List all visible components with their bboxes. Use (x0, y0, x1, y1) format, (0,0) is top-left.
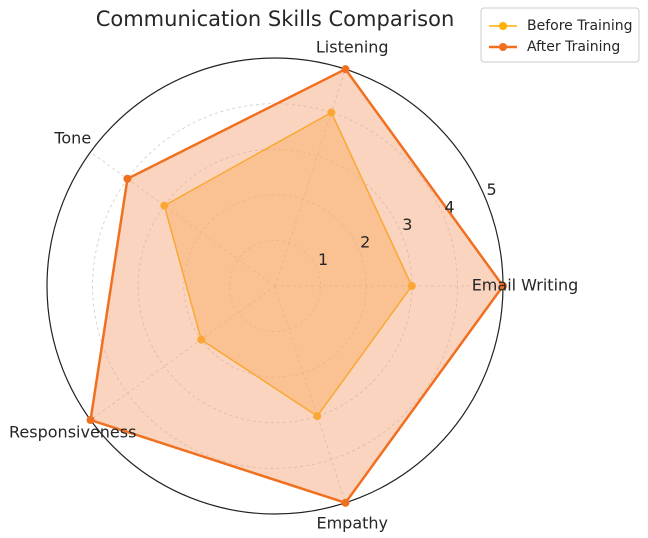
r-tick-label: 1 (318, 250, 328, 269)
r-tick-label: 3 (402, 215, 412, 234)
category-label: Responsiveness (9, 422, 136, 441)
spoke (274, 285, 346, 503)
point (197, 335, 206, 344)
series-area (90, 69, 503, 503)
r-tick-label: 2 (360, 233, 370, 252)
r-tick-label: 5 (487, 180, 497, 199)
legend: Before Training After Training (480, 7, 640, 63)
point (407, 282, 416, 290)
point (313, 412, 322, 421)
legend-label: Before Training (527, 18, 632, 34)
series-line (89, 67, 505, 505)
category-label: Listening (316, 38, 389, 57)
point (86, 416, 95, 425)
series-area (164, 112, 412, 417)
chart-title: Communication Skills Comparison (96, 7, 455, 31)
point (341, 498, 350, 507)
category-label: Email Writing (472, 276, 579, 295)
grid-circle (228, 239, 321, 332)
point (327, 108, 336, 117)
spoke (274, 69, 346, 287)
spoke (90, 285, 276, 421)
category-label: Empathy (316, 513, 388, 532)
point (123, 174, 132, 183)
legend-frame (480, 7, 640, 63)
series-line (163, 111, 413, 418)
r-tick-label: 4 (444, 198, 454, 217)
spoke (90, 151, 276, 287)
point (160, 201, 169, 210)
point (499, 282, 507, 290)
category-label: Tone (53, 129, 91, 148)
point (341, 65, 350, 74)
legend-marker (499, 43, 507, 51)
legend-label: After Training (527, 39, 620, 55)
legend-marker (499, 22, 507, 30)
